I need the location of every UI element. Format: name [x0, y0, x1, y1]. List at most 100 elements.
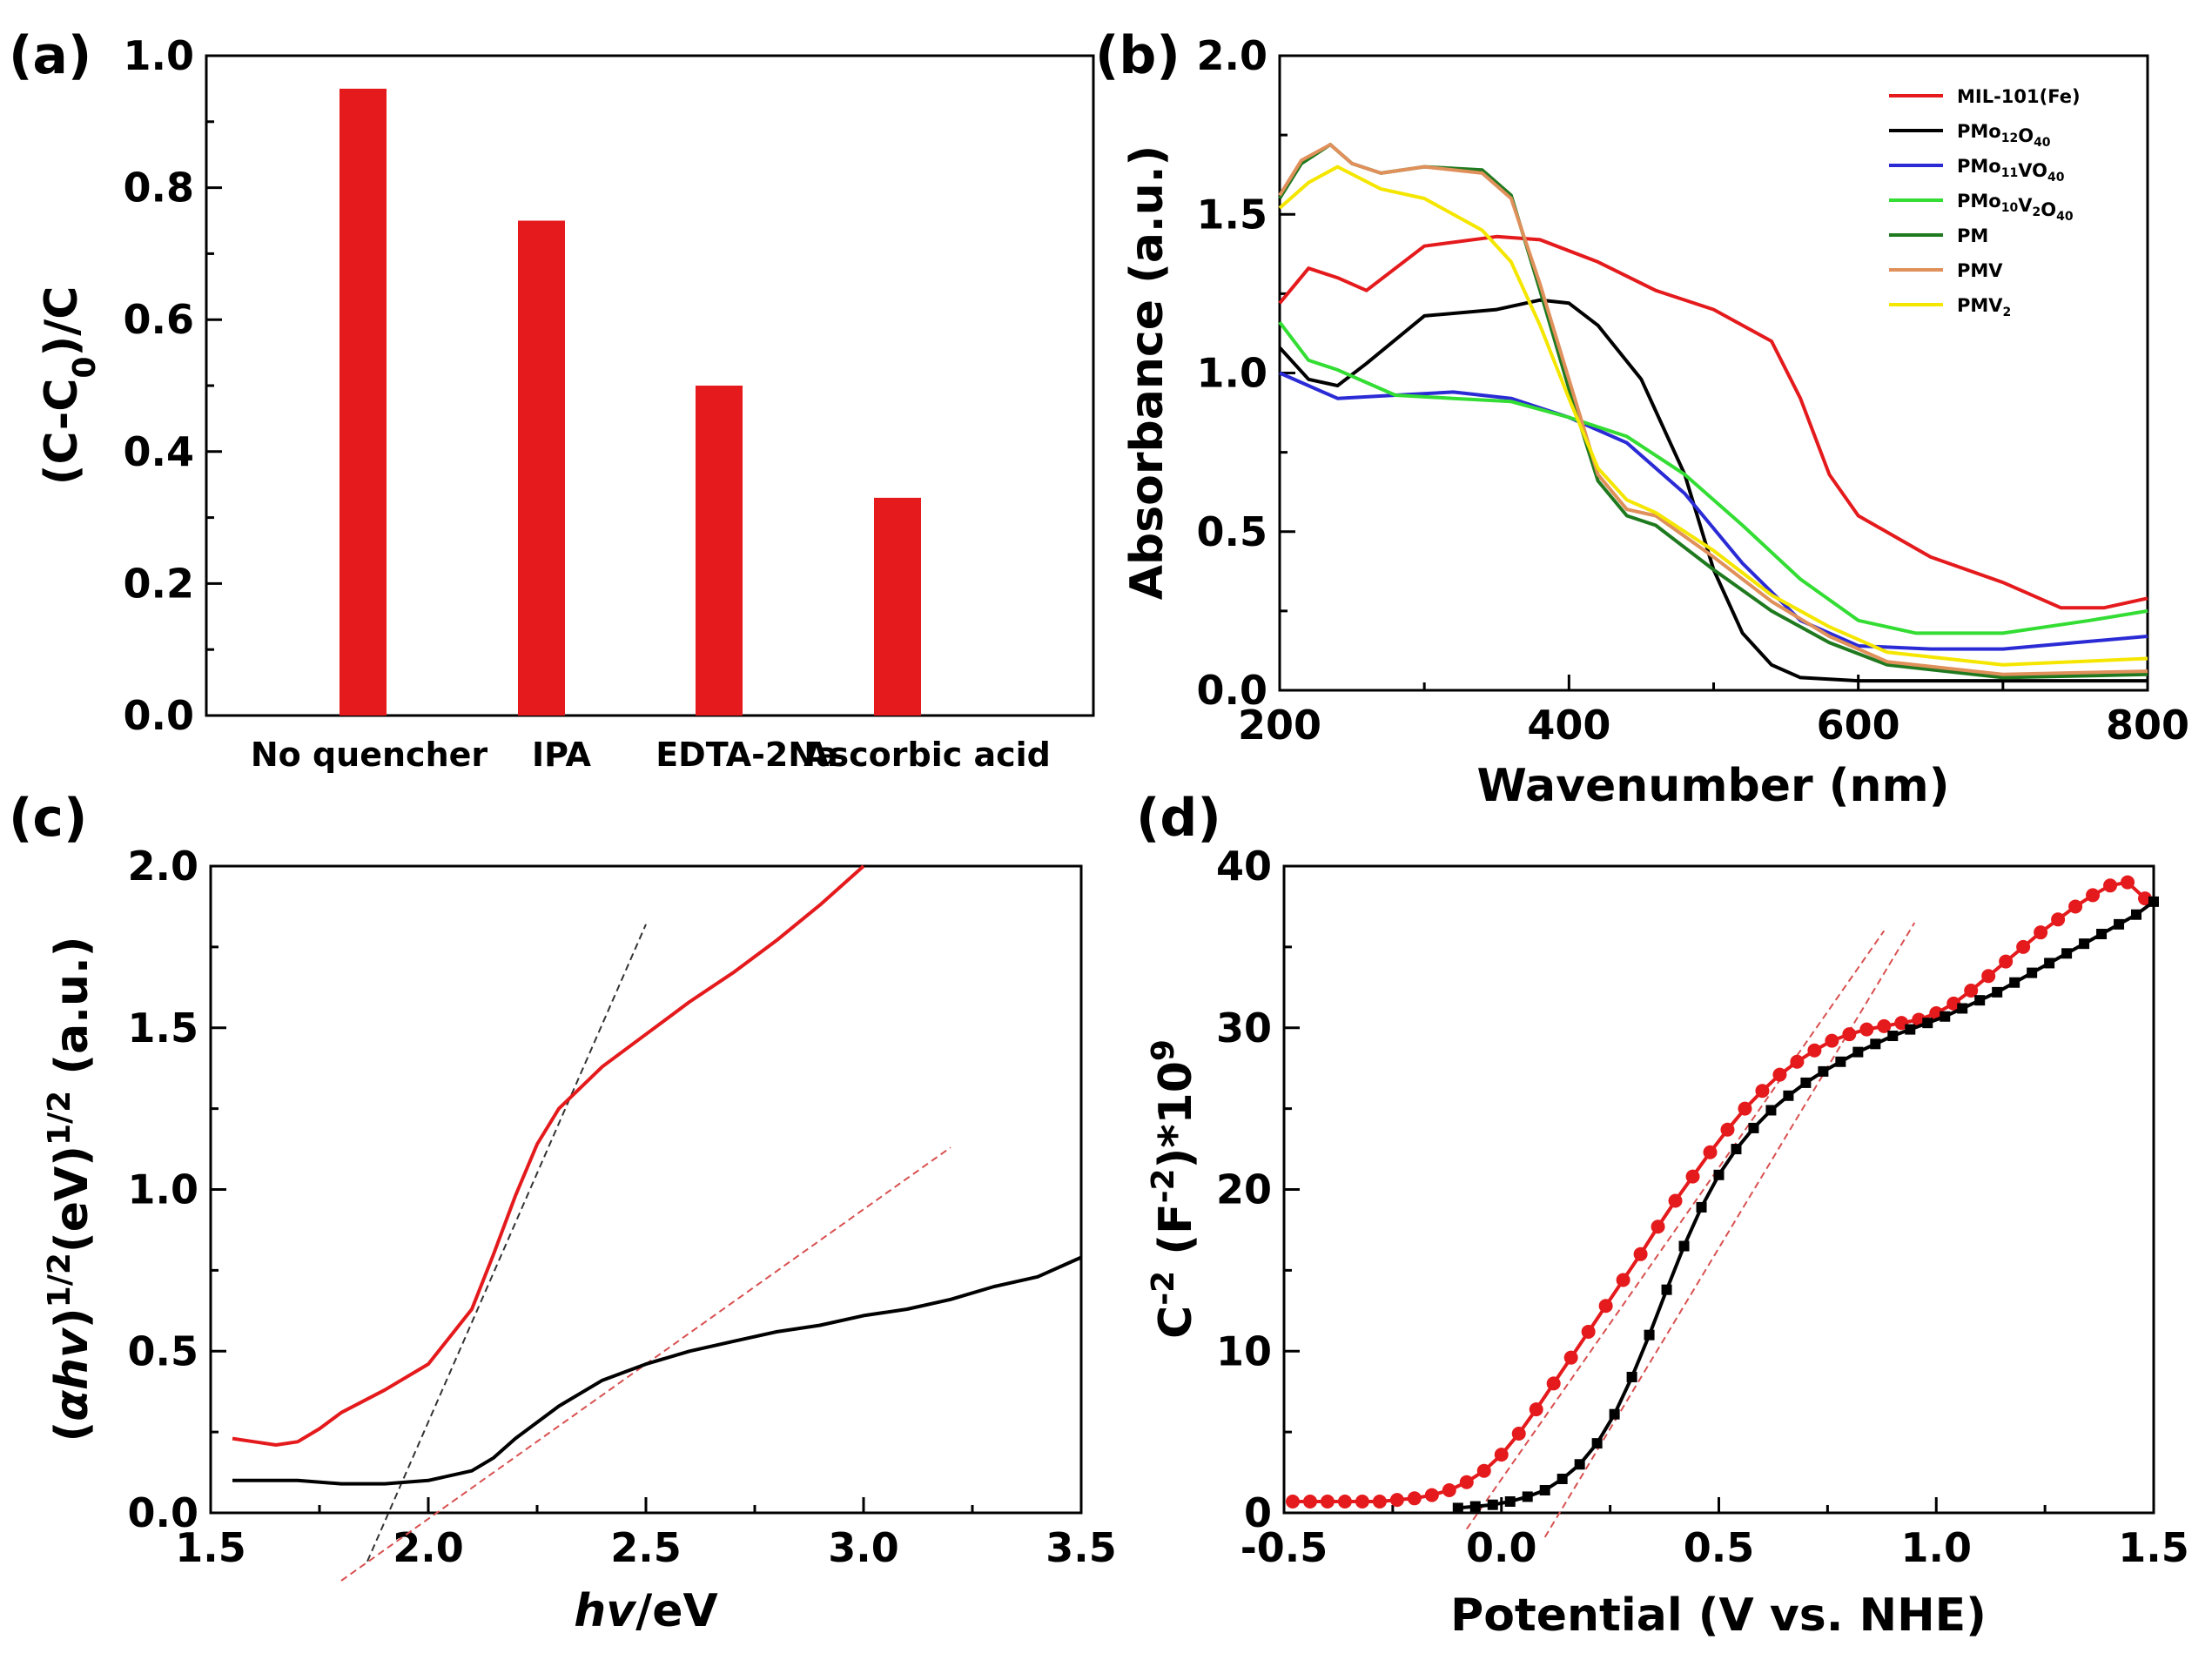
data-point: [1859, 1022, 1874, 1037]
data-point: [1651, 1220, 1665, 1234]
data-point: [1633, 1246, 1648, 1261]
legend-label: PMV2: [1957, 295, 2011, 319]
data-point: [2009, 977, 2020, 988]
chart-b-x-tick-label: 800: [2106, 702, 2189, 749]
chart-b-y-tick-label: 0.5: [1197, 508, 1268, 555]
data-point: [1852, 1046, 1864, 1058]
chart-d-y-tick-label: 30: [1216, 1005, 1272, 1052]
data-point: [1713, 1169, 1725, 1180]
data-point: [1452, 1502, 1463, 1514]
series-red-curve: [232, 864, 865, 1447]
category-label: No quencher: [251, 736, 488, 774]
legend-label: MIL-101(Fe): [1957, 86, 2081, 107]
chart-d-frame: [1282, 864, 2155, 1515]
data-point: [1765, 1105, 1777, 1116]
legend-label: PM: [1957, 225, 1988, 246]
data-point: [1957, 1003, 1968, 1014]
data-point: [2148, 896, 2159, 907]
data-point: [1818, 1065, 1829, 1077]
data-point: [1320, 1494, 1335, 1509]
legend-label: PMV: [1957, 260, 2003, 281]
legend-label: PMo11VO40: [1957, 156, 2065, 185]
chart-a-y-ticks: 0.0 0.2 0.4 0.6 0.8 1.0: [124, 32, 222, 739]
series-line-pmv2: [1278, 165, 2148, 667]
series-line-red-markers: [1293, 880, 2147, 1503]
data-point: [1539, 1484, 1550, 1495]
series-line-pm: [1278, 143, 2148, 680]
chart-a-y-axis-label: (C-C0)/C: [36, 286, 103, 486]
chart-d-y-tick-label: 0: [1244, 1489, 1272, 1536]
data-point: [1616, 1273, 1630, 1287]
data-point: [2096, 929, 2108, 940]
chart-c-x-tick-label: 3.0: [828, 1524, 899, 1571]
chart-b-y-tick-label: 2.0: [1197, 32, 1268, 79]
chart-d-x-tick-label: -0.5: [1240, 1524, 1328, 1571]
chart-d-y-tick-label: 40: [1216, 843, 1272, 890]
chart-a-y-tick-label: 0.8: [124, 165, 195, 212]
data-point: [1703, 1145, 1718, 1159]
data-point: [1476, 1463, 1491, 1478]
panel-label-b: (b): [1095, 25, 1180, 86]
chart-c-y-tick-label: 0.0: [128, 1489, 199, 1536]
bar-edta-2na: [696, 386, 743, 716]
chart-b-legend: MIL-101(Fe)PMo12O40PMo11VO40PMo10V2O40PM…: [1889, 86, 2081, 319]
chart-d-x-axis-label: Potential (V vs. NHE): [1450, 1589, 1987, 1642]
data-point: [1974, 995, 1986, 1006]
data-point: [1389, 1493, 1404, 1508]
chart-d-y-tick-label: 10: [1216, 1327, 1272, 1374]
chart-b-x-tick-label: 400: [1527, 702, 1610, 749]
data-point: [1442, 1482, 1456, 1497]
chart-d-y-tick-label: 20: [1216, 1166, 1272, 1213]
chart-d-ticks: 0 10 20 30 40 -0.5 0.0 0.5 1.0 1.5: [1216, 843, 2189, 1571]
data-point: [1870, 1038, 1881, 1050]
data-point: [1807, 1043, 1822, 1058]
series-line-pmv: [1278, 143, 2148, 676]
data-point: [2027, 967, 2038, 978]
chart-a-frame: [205, 54, 1095, 717]
data-point: [1407, 1491, 1422, 1506]
chart-c: 0.0 0.5 1.0 1.5 2.0 1.5 2.0 2.5 3.0 3.5 hv/eV (αh…: [42, 843, 1117, 1637]
fit-line-1: [1543, 922, 1916, 1538]
data-point: [1696, 1201, 1707, 1213]
data-point: [1685, 1169, 1700, 1184]
chart-c-series: [232, 864, 1082, 1582]
series-line-black-markers: [1457, 900, 2155, 1510]
chart-a-y-tick-label: 0.6: [124, 296, 195, 343]
data-point: [1825, 1033, 1839, 1048]
series-line-pmo12o40: [1278, 298, 2148, 683]
chart-d-x-tick-label: 0.0: [1466, 1524, 1537, 1571]
chart-c-x-tick-label: 2.0: [393, 1524, 464, 1571]
chart-b-y-axis-label: Absorbance (a.u.): [1121, 145, 1173, 600]
data-point: [1877, 1018, 1892, 1033]
data-point: [1755, 1084, 1770, 1099]
data-point: [1842, 1027, 1857, 1042]
chart-b-series: [1278, 143, 2148, 683]
data-point: [1487, 1499, 1498, 1510]
chart-c-y-tick-label: 0.5: [128, 1327, 199, 1374]
chart-b-x-tick-label: 600: [1817, 702, 1900, 749]
chart-c-y-tick-label: 1.0: [128, 1166, 199, 1213]
data-point: [1835, 1056, 1846, 1067]
chart-c-ticks: 0.0 0.5 1.0 1.5 2.0 1.5 2.0 2.5 3.0 3.5: [128, 843, 1117, 1571]
data-point: [1887, 1031, 1899, 1042]
data-point: [1581, 1324, 1596, 1339]
chart-c-y-tick-label: 1.5: [128, 1005, 199, 1052]
data-point: [1504, 1495, 1516, 1507]
data-point: [1522, 1491, 1533, 1502]
data-point: [1591, 1438, 1603, 1449]
chart-d-x-tick-label: 0.5: [1684, 1524, 1755, 1571]
chart-a-y-tick-label: 0.4: [124, 428, 195, 475]
data-point: [2034, 925, 2048, 940]
chart-c-x-tick-label: 3.5: [1045, 1524, 1117, 1571]
data-point: [1731, 1144, 1742, 1155]
data-point: [1981, 969, 1996, 984]
chart-b-frame: [1278, 54, 2149, 692]
chart-a-y-tick-label: 0.2: [124, 560, 195, 607]
data-point: [2016, 939, 2031, 954]
data-point: [1992, 986, 2003, 998]
chart-d-series: [1285, 875, 2159, 1538]
fit-line-0: [366, 924, 647, 1562]
chart-c-y-tick-label: 2.0: [128, 843, 199, 890]
